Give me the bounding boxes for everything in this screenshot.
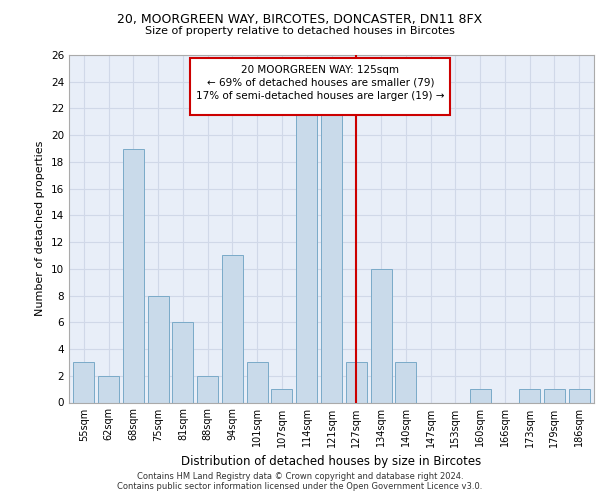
Bar (247, 362, 268, 403)
FancyBboxPatch shape (190, 58, 451, 115)
Bar (296, 108, 317, 403)
Text: ← 69% of detached houses are smaller (79): ← 69% of detached houses are smaller (79… (206, 78, 434, 88)
Bar (123, 148, 144, 402)
Text: 20, MOORGREEN WAY, BIRCOTES, DONCASTER, DN11 8FX: 20, MOORGREEN WAY, BIRCOTES, DONCASTER, … (118, 12, 482, 26)
Bar (346, 362, 367, 403)
Bar (222, 256, 243, 402)
Bar (321, 108, 342, 403)
Bar (73, 362, 94, 403)
Bar (371, 269, 392, 402)
Bar (271, 389, 292, 402)
Y-axis label: Number of detached properties: Number of detached properties (35, 141, 46, 316)
Bar (98, 376, 119, 402)
Text: Contains HM Land Registry data © Crown copyright and database right 2024.: Contains HM Land Registry data © Crown c… (137, 472, 463, 481)
Bar (395, 362, 416, 403)
Text: 20 MOORGREEN WAY: 125sqm: 20 MOORGREEN WAY: 125sqm (241, 65, 400, 75)
Bar (544, 389, 565, 402)
Bar (470, 389, 491, 402)
Bar (172, 322, 193, 402)
Bar (148, 296, 169, 403)
Text: 17% of semi-detached houses are larger (19) →: 17% of semi-detached houses are larger (… (196, 91, 445, 101)
X-axis label: Distribution of detached houses by size in Bircotes: Distribution of detached houses by size … (181, 455, 482, 468)
Bar (519, 389, 540, 402)
Bar (197, 376, 218, 402)
Text: Contains public sector information licensed under the Open Government Licence v3: Contains public sector information licen… (118, 482, 482, 491)
Bar (569, 389, 590, 402)
Text: Size of property relative to detached houses in Bircotes: Size of property relative to detached ho… (145, 26, 455, 36)
